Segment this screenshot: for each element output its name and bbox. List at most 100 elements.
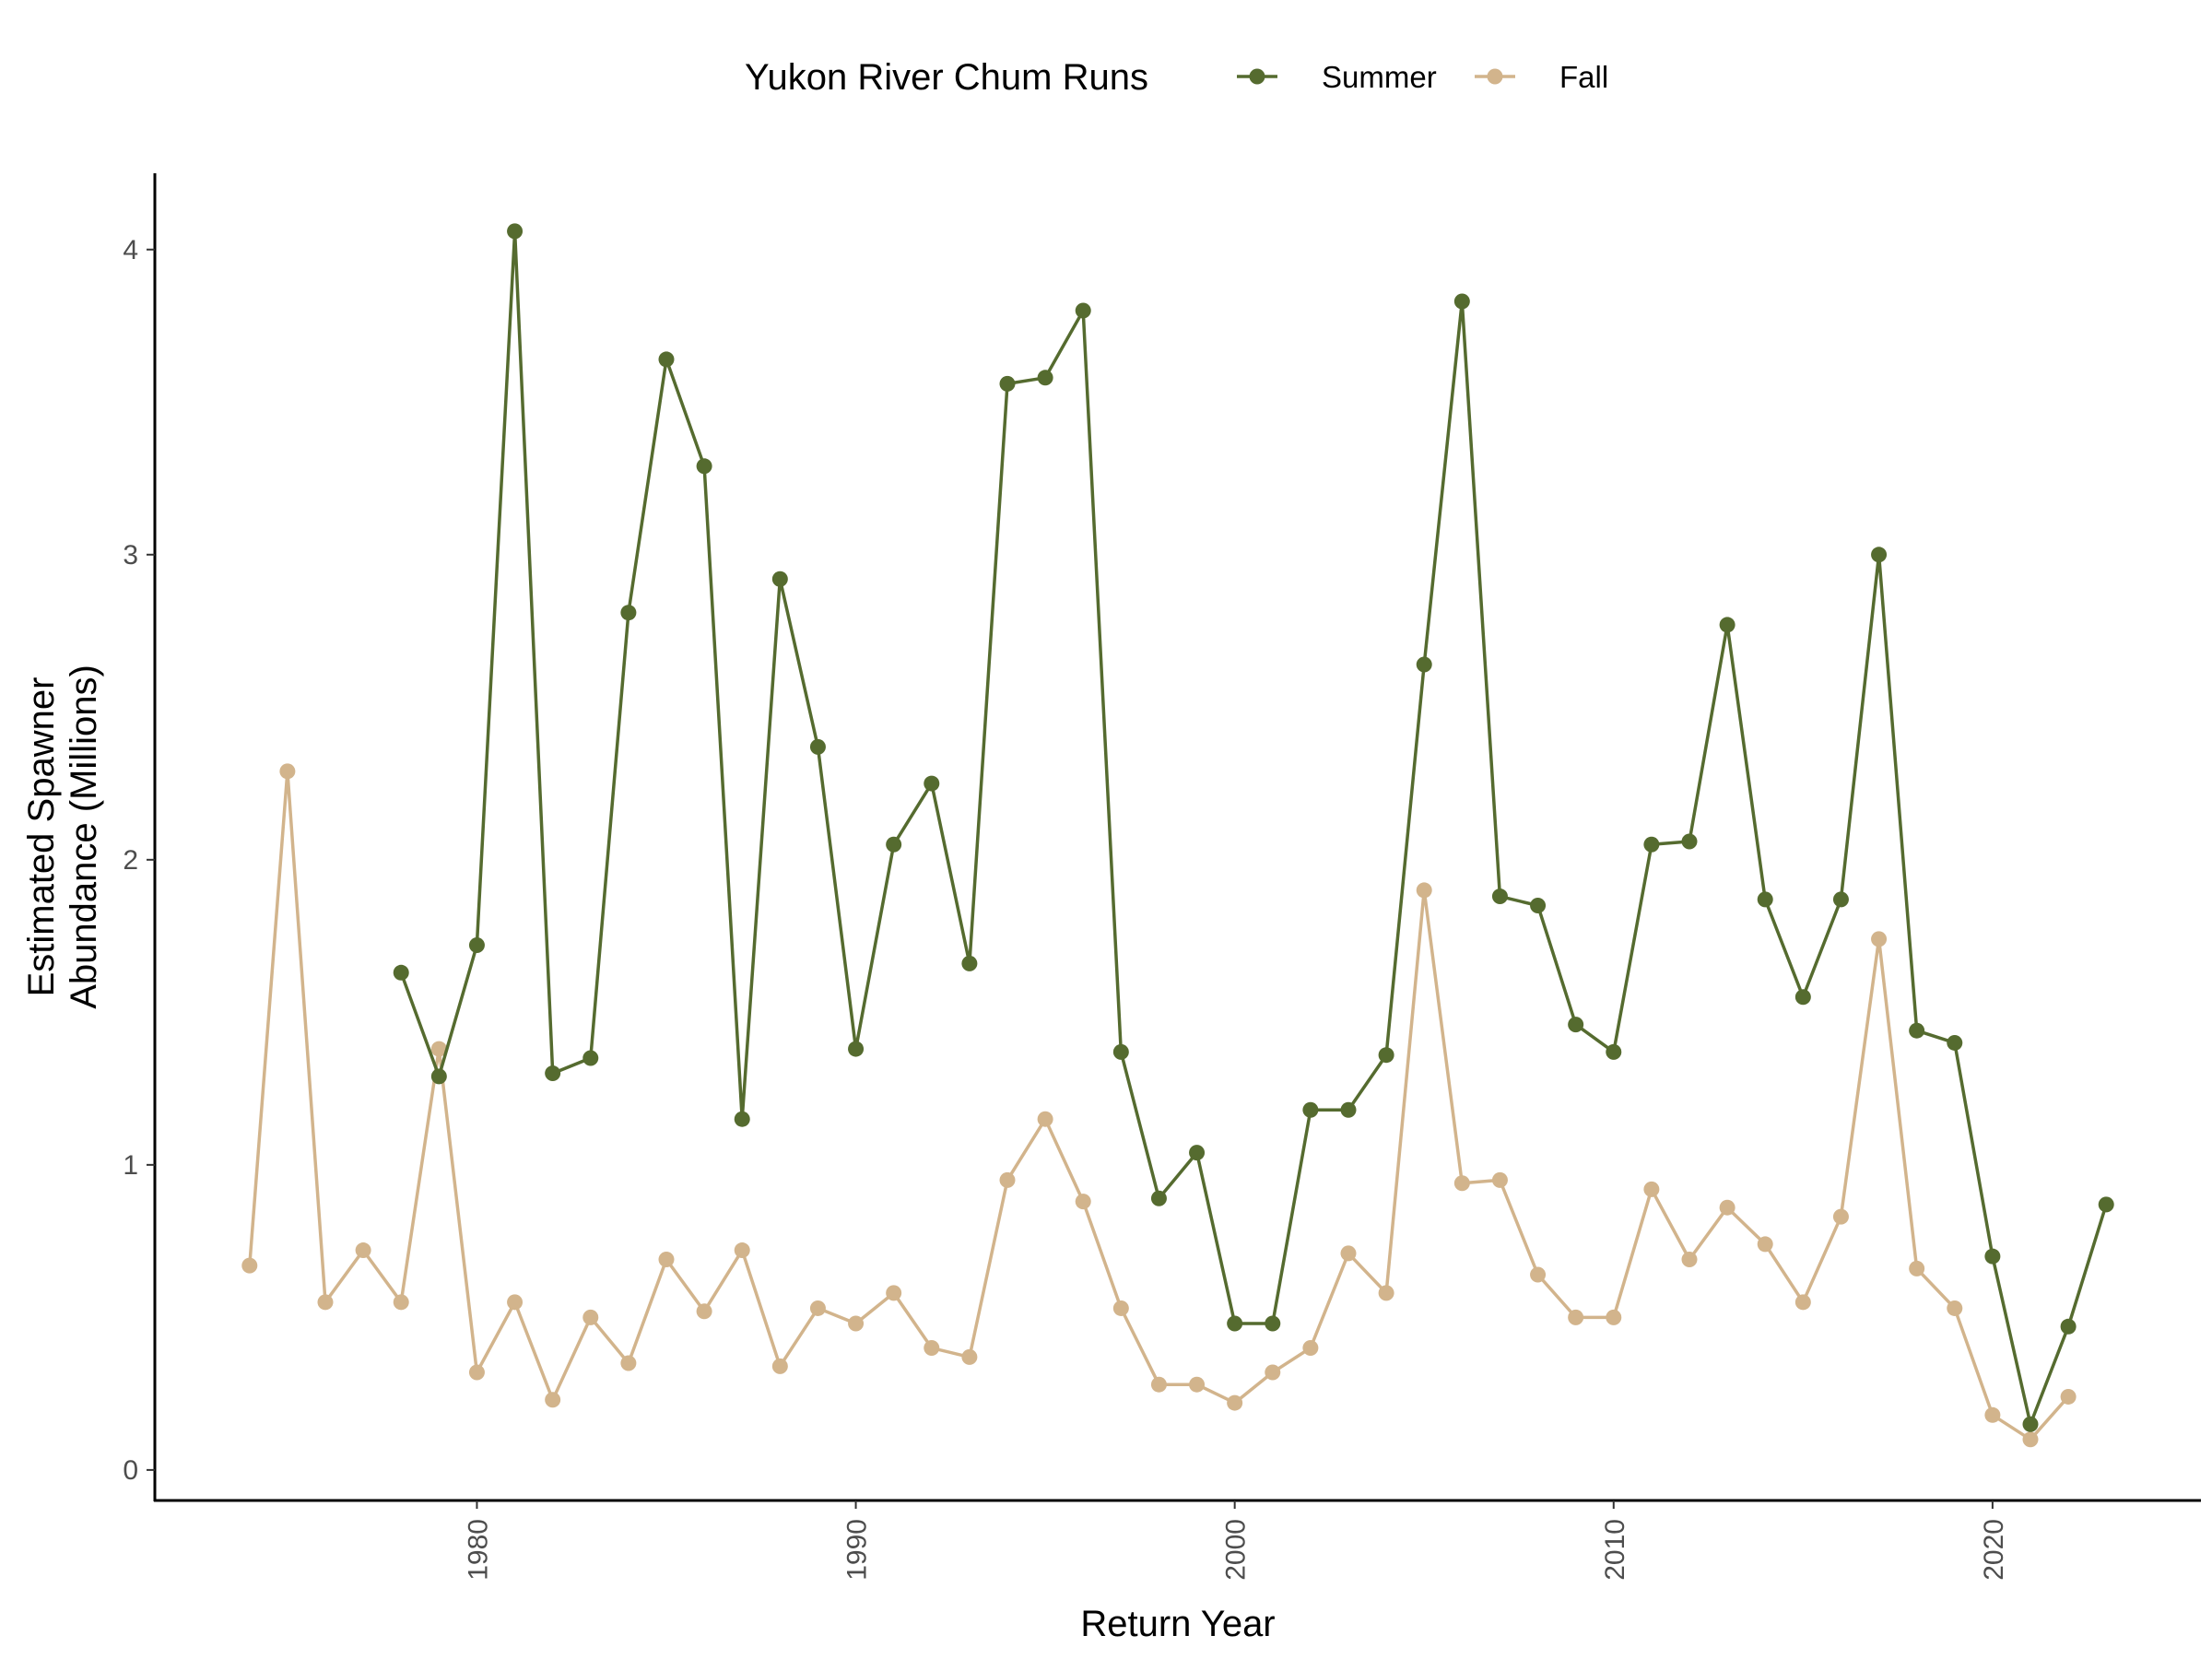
series-summer-point xyxy=(620,605,637,621)
series-fall-point xyxy=(1340,1245,1357,1262)
series-fall-point xyxy=(771,1358,788,1374)
series-fall-point xyxy=(620,1355,637,1371)
series-summer-point xyxy=(1150,1190,1167,1206)
series-fall-point xyxy=(1984,1406,2001,1423)
series-summer-point xyxy=(1530,897,1547,913)
series-summer-point xyxy=(848,1041,865,1057)
series-fall-point xyxy=(355,1242,371,1259)
series-fall-point xyxy=(1150,1376,1167,1393)
series-fall-line xyxy=(248,770,2070,1441)
series-fall-point xyxy=(924,1339,940,1356)
series-fall-point xyxy=(582,1309,599,1325)
series-fall-point xyxy=(1947,1300,1963,1316)
legend-label-fall: Fall xyxy=(1559,60,1608,94)
series-fall-point xyxy=(1075,1194,1091,1210)
series-summer-point xyxy=(1909,1022,1925,1039)
series-fall-point xyxy=(1530,1266,1547,1283)
y-tick-label: 4 xyxy=(123,235,138,265)
y-axis-title-line: Abundance (Millions) xyxy=(64,665,104,1009)
series-summer-point xyxy=(1643,836,1660,853)
x-tick-label: 2020 xyxy=(1979,1519,2009,1581)
series-fall-point xyxy=(1453,1175,1470,1192)
series-summer-point xyxy=(1681,833,1698,850)
series-fall-point xyxy=(1871,931,1888,947)
series-fall-point xyxy=(507,1294,524,1311)
series-fall-point xyxy=(393,1294,409,1311)
series-fall-point xyxy=(1112,1300,1129,1316)
series-fall-point xyxy=(1719,1199,1735,1216)
axes: 0 1 2 3 4 1980 1990 2000 2010 2020 xyxy=(123,173,2201,1581)
x-tick-label: 2010 xyxy=(1600,1519,1630,1581)
series-fall-point xyxy=(1265,1364,1281,1381)
series-summer-point xyxy=(507,223,524,240)
legend-label-summer: Summer xyxy=(1322,60,1437,94)
series-summer-point xyxy=(734,1111,750,1127)
series-summer-point xyxy=(468,937,485,954)
series-fall-point xyxy=(1302,1339,1319,1356)
x-axis-title: Return Year xyxy=(1080,1604,1275,1644)
series-summer-point xyxy=(2098,1196,2114,1213)
series-fall-point xyxy=(545,1392,561,1408)
series-summer-point xyxy=(1227,1315,1243,1332)
x-tick-label: 2000 xyxy=(1221,1519,1252,1581)
y-axis-title: Estimated SpawnerAbundance (Millions) xyxy=(21,665,104,1009)
series-fall-point xyxy=(886,1285,902,1301)
series-fall-point xyxy=(1416,882,1432,899)
legend-key-fall-point xyxy=(1487,68,1503,85)
series-summer-point xyxy=(1757,891,1773,908)
series-fall-point xyxy=(809,1300,826,1316)
series-summer-point xyxy=(1606,1043,1622,1060)
series-fall-point xyxy=(1491,1171,1508,1188)
series-summer-point xyxy=(658,351,675,368)
series-fall-point xyxy=(241,1257,258,1274)
series-fall-point xyxy=(961,1348,978,1365)
series-summer-point xyxy=(1112,1043,1129,1060)
series-fall-point xyxy=(1909,1260,1925,1277)
series-fall-point xyxy=(468,1364,485,1381)
series-summer-point xyxy=(809,738,826,755)
series-summer-point xyxy=(2022,1416,2039,1432)
series-summer-point xyxy=(1378,1047,1394,1064)
series-fall-point xyxy=(1606,1309,1622,1325)
series-fall-point xyxy=(999,1171,1016,1188)
series-fall-point xyxy=(2022,1431,2039,1448)
series-summer-point xyxy=(393,964,409,981)
series-fall-point xyxy=(317,1294,334,1311)
series-summer-point xyxy=(1265,1315,1281,1332)
y-tick-label: 3 xyxy=(123,540,138,571)
series-summer-point xyxy=(1947,1034,1963,1051)
x-tick-label: 1990 xyxy=(842,1519,873,1581)
series-fall-point xyxy=(1189,1376,1206,1393)
series-fall-point xyxy=(430,1041,447,1057)
series-summer-point xyxy=(961,955,978,971)
legend-entry-fall: Fall xyxy=(1475,60,1608,94)
series-summer-point xyxy=(771,571,788,587)
series-summer-line xyxy=(399,229,2108,1426)
series-summer-point xyxy=(1832,891,1849,908)
series-summer-point xyxy=(582,1050,599,1066)
series-summer-point xyxy=(1416,656,1432,673)
series-fall-point xyxy=(1757,1236,1773,1253)
series-fall-point xyxy=(279,763,296,780)
series-summer-point xyxy=(1340,1101,1357,1118)
series-summer-point xyxy=(430,1068,447,1085)
series-summer-point xyxy=(1491,888,1508,905)
series-fall-point xyxy=(848,1315,865,1332)
series-summer-point xyxy=(1189,1145,1206,1161)
series-summer-point xyxy=(886,836,902,853)
series-layer xyxy=(241,223,2114,1448)
series-summer-point xyxy=(1453,293,1470,310)
y-tick-label: 1 xyxy=(123,1150,138,1181)
series-summer-point xyxy=(1871,547,1888,563)
series-summer-point xyxy=(1568,1017,1584,1033)
series-summer-point xyxy=(545,1065,561,1082)
series-fall-point xyxy=(1832,1208,1849,1225)
series-fall-point xyxy=(1643,1181,1660,1197)
y-tick-label: 2 xyxy=(123,845,138,876)
series-summer-point xyxy=(1794,989,1811,1006)
y-axis-title-line: Estimated Spawner xyxy=(21,677,62,997)
series-fall-point xyxy=(658,1251,675,1267)
series-fall-point xyxy=(1681,1251,1698,1267)
